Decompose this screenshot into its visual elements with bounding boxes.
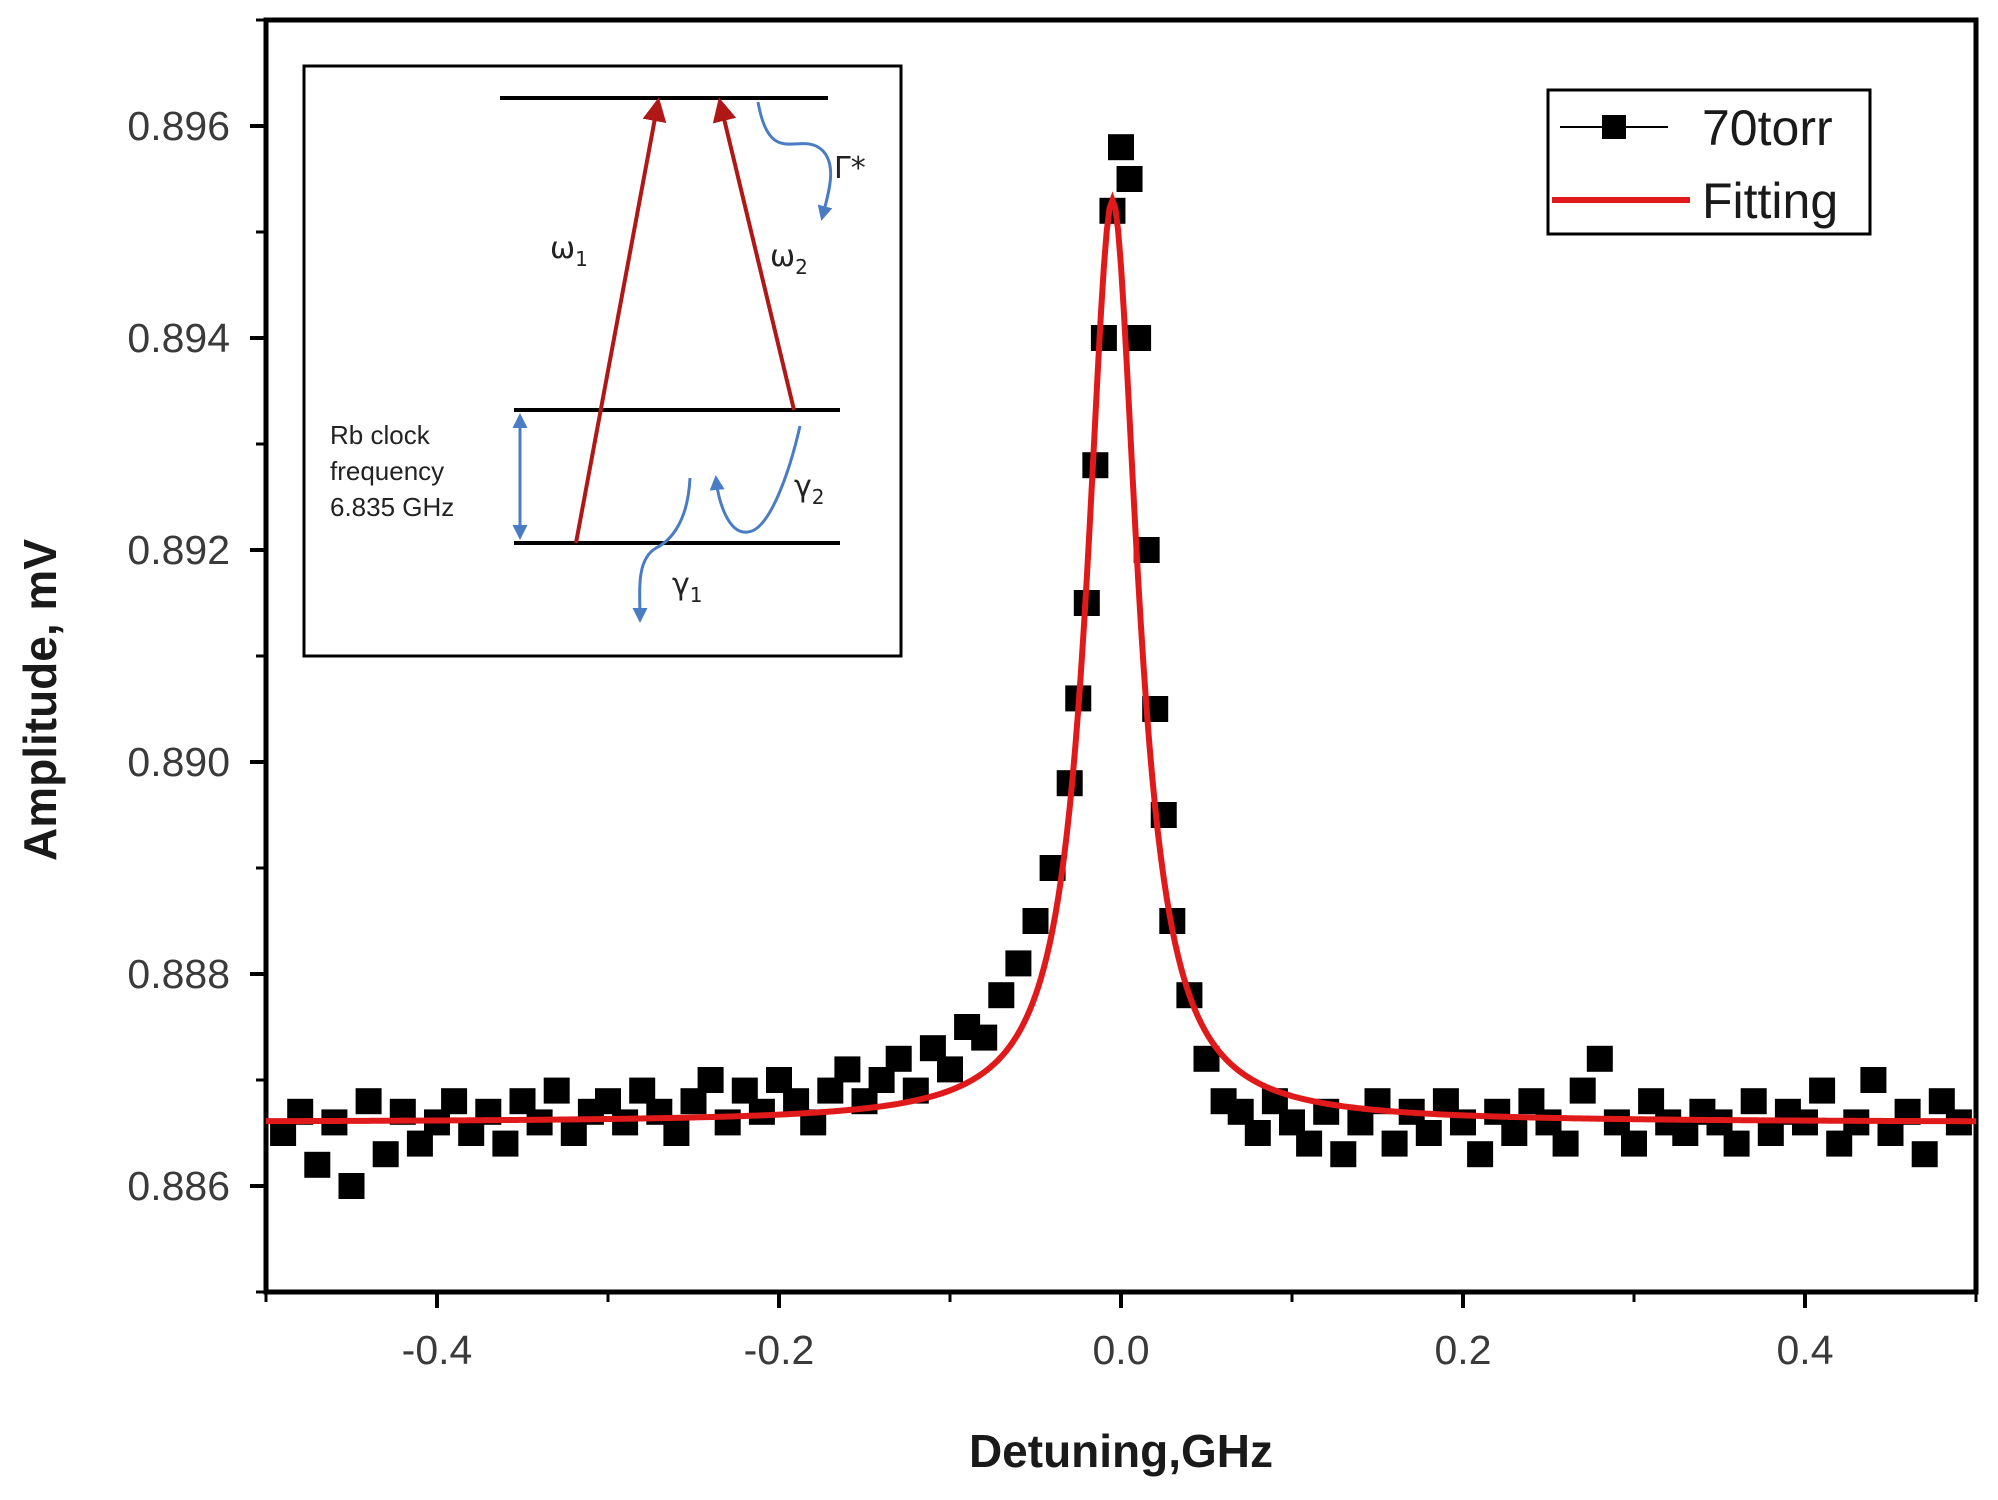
data-point <box>663 1120 690 1146</box>
data-point <box>885 1045 912 1072</box>
data-point <box>1723 1130 1750 1157</box>
rb-clock-label-line2: frequency <box>330 456 444 486</box>
data-point <box>1586 1045 1613 1072</box>
omega1-label: ω1 <box>550 231 588 271</box>
y-tick-label: 0.892 <box>127 527 230 573</box>
data-point <box>834 1056 861 1083</box>
y-tick-label: 0.888 <box>127 951 230 997</box>
data-point <box>1330 1141 1357 1168</box>
gamma-star-decay-arrow <box>756 101 833 221</box>
y-tick-label: 0.886 <box>127 1163 230 1209</box>
inset-frame <box>302 64 903 658</box>
fitting-curve <box>265 191 1977 1125</box>
data-point <box>492 1130 519 1157</box>
y-tick-label: 0.890 <box>127 739 230 785</box>
data-point <box>1005 950 1032 977</box>
data-point <box>1809 1077 1836 1104</box>
gamma2-label: γ2 <box>794 469 825 509</box>
data-point <box>1296 1130 1323 1157</box>
rb-clock-label-line1: Rb clock <box>330 420 431 450</box>
legend-label-70torr: 70torr <box>1702 100 1833 156</box>
legend-label-fitting: Fitting <box>1702 173 1838 229</box>
x-axis-title: Detuning,GHz <box>969 1425 1273 1477</box>
data-point <box>1552 1130 1579 1157</box>
legend: 70torr Fitting <box>1546 88 1872 236</box>
rb-clock-label-line3: 6.835 GHz <box>330 492 454 522</box>
data-point <box>441 1088 468 1115</box>
gamma2-relaxation-arrow <box>709 425 802 534</box>
data-point <box>304 1151 331 1178</box>
data-point <box>1116 166 1143 192</box>
gamma1-decay-arrow <box>632 477 692 623</box>
axis-ticks <box>250 18 1978 1308</box>
x-tick-label: -0.2 <box>744 1327 815 1373</box>
data-point <box>355 1088 382 1115</box>
data-point <box>1621 1130 1647 1157</box>
y-tick-label: 0.894 <box>127 315 230 361</box>
data-point <box>1108 134 1134 161</box>
data-point <box>1022 908 1049 934</box>
y-tick-label: 0.896 <box>127 103 230 149</box>
data-point <box>338 1173 365 1199</box>
y-axis-title: Amplitude, mV <box>14 539 66 861</box>
data-point <box>1740 1088 1767 1115</box>
data-point <box>1244 1120 1271 1146</box>
gamma-star-label: Γ* <box>834 151 866 186</box>
data-point <box>937 1056 963 1083</box>
x-tick-label: 0.2 <box>1435 1327 1492 1373</box>
data-point <box>1467 1141 1494 1168</box>
inset-energy-diagram: ω1 ω2 Γ* γ1 γ2 Rb clock frequency 6.835 … <box>302 64 903 658</box>
data-point <box>748 1098 775 1125</box>
omega2-laser-arrow <box>712 97 796 411</box>
data-point <box>1501 1120 1528 1146</box>
data-point <box>1381 1130 1408 1157</box>
data-point <box>971 1024 998 1051</box>
data-point <box>1911 1141 1938 1168</box>
legend-scatter-marker <box>1602 115 1626 139</box>
gamma1-label: γ1 <box>672 567 703 607</box>
data-point <box>1125 325 1152 351</box>
data-point <box>1860 1067 1887 1093</box>
x-tick-label: -0.4 <box>402 1327 473 1373</box>
x-tick-label: 0.4 <box>1777 1327 1834 1373</box>
data-point <box>697 1067 724 1093</box>
data-point <box>988 982 1015 1009</box>
data-point <box>1415 1120 1442 1146</box>
x-tick-label: 0.0 <box>1093 1327 1150 1373</box>
omega1-laser-arrow <box>574 97 667 544</box>
data-point <box>1569 1077 1596 1104</box>
legend-box <box>1546 88 1872 236</box>
data-point <box>543 1077 570 1104</box>
data-point <box>612 1109 639 1136</box>
data-point <box>1090 325 1117 351</box>
axis-tick-labels: -0.4 -0.2 0.0 0.2 0.4 0.886 0.888 0.890 0.892 0.8… <box>127 103 1833 1373</box>
omega2-label: ω2 <box>770 239 808 279</box>
data-point <box>372 1141 399 1168</box>
